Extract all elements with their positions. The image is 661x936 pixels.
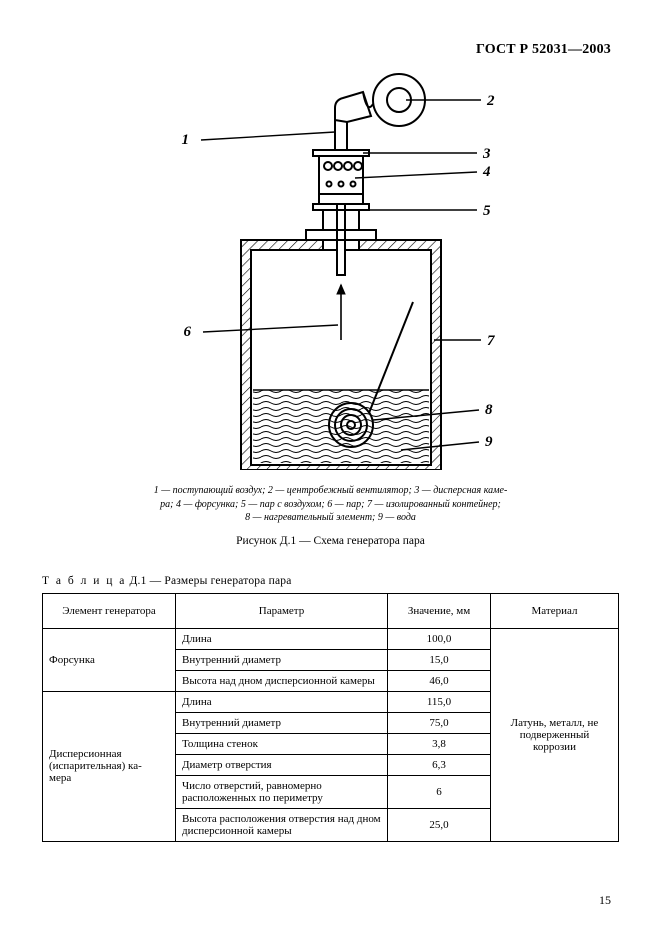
steam-generator-diagram: 1 2 3 4 5 6 7 8 9 <box>141 70 521 470</box>
label-2: 2 <box>486 93 495 109</box>
label-6: 6 <box>183 324 191 340</box>
th-material: Материал <box>491 593 619 628</box>
cell-material: Латунь, металл, не подверженный коррозии <box>491 628 619 841</box>
label-4: 4 <box>482 164 491 180</box>
dispersion-chamber <box>306 150 376 275</box>
label-1: 1 <box>181 132 189 148</box>
cell-param: Диаметр отверстия <box>176 754 388 775</box>
cell-param: Высота расположения отверстия над дном д… <box>176 808 388 841</box>
cell-param: Число отверстий, равномерно расположенны… <box>176 775 388 808</box>
cell-param: Длина <box>176 691 388 712</box>
cell-value: 46,0 <box>388 670 491 691</box>
cell-value: 100,0 <box>388 628 491 649</box>
table-d1: Элемент генератора Параметр Значение, мм… <box>42 593 619 842</box>
cell-param: Толщина стенок <box>176 733 388 754</box>
label-7: 7 <box>487 333 495 349</box>
page: ГОСТ Р 52031—2003 <box>0 0 661 936</box>
label-8: 8 <box>485 402 493 418</box>
cell-param: Внутренний диаметр <box>176 712 388 733</box>
cell-value: 75,0 <box>388 712 491 733</box>
figure-d1: 1 2 3 4 5 6 7 8 9 1 — поступающий воздух… <box>42 40 619 547</box>
cell-value: 25,0 <box>388 808 491 841</box>
label-5: 5 <box>483 203 491 219</box>
cell-element: Дисперсионная (испарительная) ка- мера <box>43 691 176 841</box>
cell-value: 3,8 <box>388 733 491 754</box>
page-number: 15 <box>599 893 611 908</box>
cell-value: 6 <box>388 775 491 808</box>
label-9: 9 <box>485 434 493 450</box>
label-3: 3 <box>482 146 491 162</box>
table-title: Т а б л и ц а Д.1 — Размеры генератора п… <box>42 575 619 587</box>
figure-legend: 1 — поступающий воздух; 2 — центробежный… <box>42 484 619 525</box>
cell-param: Длина <box>176 628 388 649</box>
cell-element: Форсунка <box>43 628 176 691</box>
table-header-row: Элемент генератора Параметр Значение, мм… <box>43 593 619 628</box>
cell-value: 6,3 <box>388 754 491 775</box>
th-param: Параметр <box>176 593 388 628</box>
document-id: ГОСТ Р 52031—2003 <box>476 42 611 58</box>
figure-caption: Рисунок Д.1 — Схема генератора пара <box>42 535 619 547</box>
th-element: Элемент генератора <box>43 593 176 628</box>
cell-param: Высота над дном дисперсионной камеры <box>176 670 388 691</box>
cell-value: 115,0 <box>388 691 491 712</box>
cell-value: 15,0 <box>388 649 491 670</box>
cell-param: Внутренний диаметр <box>176 649 388 670</box>
th-value: Значение, мм <box>388 593 491 628</box>
table-row: Форсунка Длина 100,0 Латунь, металл, не … <box>43 628 619 649</box>
